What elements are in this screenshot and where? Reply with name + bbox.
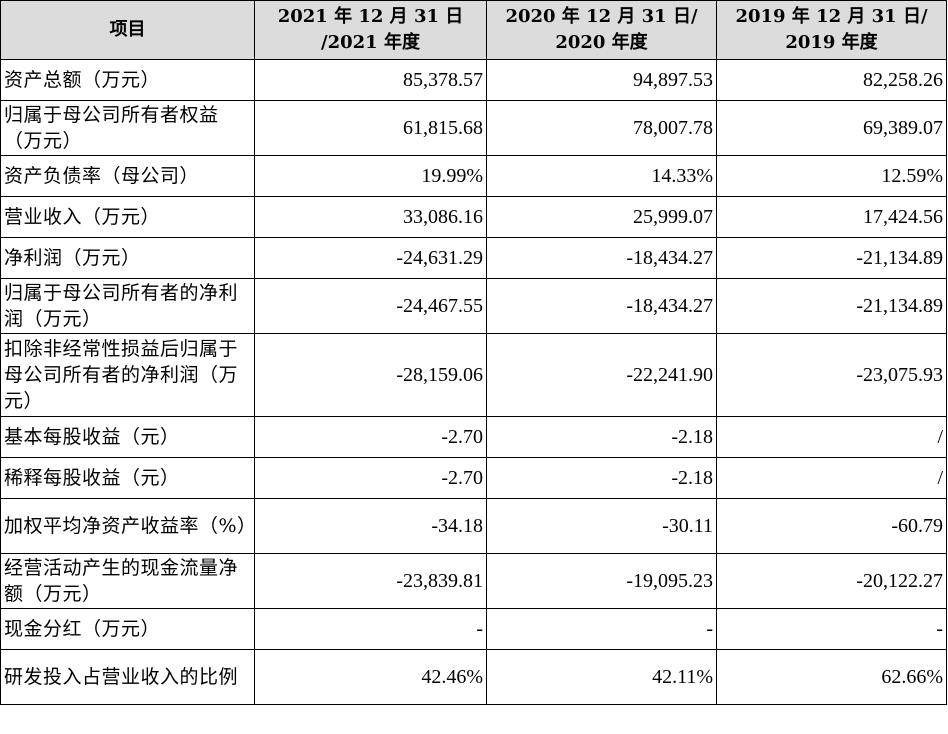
value-2019: -60.79 <box>716 498 947 554</box>
value-2021: -24,631.29 <box>254 237 487 279</box>
row-label: 加权平均净资产收益率（%） <box>0 498 256 554</box>
value-2021: 19.99% <box>254 155 487 197</box>
row-label: 归属于母公司所有者权益（万元） <box>0 100 255 156</box>
value-2020: -2.18 <box>486 416 717 458</box>
value-2021: 42.46% <box>254 649 487 705</box>
header-2021: 2021 年 12 月 31 日 /2021 年度 <box>254 0 487 60</box>
row-label: 研发投入占营业收入的比例 <box>0 649 255 705</box>
value-2019: -21,134.89 <box>716 237 947 279</box>
value-2021: 61,815.68 <box>254 100 487 156</box>
header-row: 项目 2021 年 12 月 31 日 /2021 年度 2020 年 12 月… <box>0 0 947 60</box>
value-2019: -20,122.27 <box>716 553 947 609</box>
value-2020: -22,241.90 <box>486 333 717 417</box>
table-row: 经营活动产生的现金流量净额（万元） -23,839.81 -19,095.23 … <box>0 553 947 609</box>
value-2019: - <box>716 608 947 650</box>
financial-summary-table: 项目 2021 年 12 月 31 日 /2021 年度 2020 年 12 月… <box>0 0 947 705</box>
row-label: 现金分红（万元） <box>0 608 255 650</box>
value-2021: - <box>254 608 487 650</box>
value-2021: -2.70 <box>254 457 487 499</box>
table-row: 研发投入占营业收入的比例 42.46% 42.11% 62.66% <box>0 649 947 705</box>
value-2019: 62.66% <box>716 649 947 705</box>
table-row: 加权平均净资产收益率（%） -34.18 -30.11 -60.79 <box>0 498 947 554</box>
value-2021: 33,086.16 <box>254 196 487 238</box>
table-row: 归属于母公司所有者权益（万元） 61,815.68 78,007.78 69,3… <box>0 100 947 156</box>
table-row: 资产负债率（母公司） 19.99% 14.33% 12.59% <box>0 155 947 197</box>
table-row: 现金分红（万元） - - - <box>0 608 947 650</box>
table-row: 稀释每股收益（元） -2.70 -2.18 / <box>0 457 947 499</box>
value-2020: 78,007.78 <box>486 100 717 156</box>
value-2019: 17,424.56 <box>716 196 947 238</box>
header-2019-label: 2019 年 12 月 31 日/ 2019 年度 <box>735 6 928 53</box>
value-2021: -28,159.06 <box>254 333 487 417</box>
value-2019: / <box>716 416 947 458</box>
value-2021: -34.18 <box>254 498 487 554</box>
value-2021: 85,378.57 <box>254 59 487 101</box>
value-2019: 69,389.07 <box>716 100 947 156</box>
table-row: 营业收入（万元） 33,086.16 25,999.07 17,424.56 <box>0 196 947 238</box>
row-label: 经营活动产生的现金流量净额（万元） <box>0 553 255 609</box>
value-2021: -2.70 <box>254 416 487 458</box>
header-2019: 2019 年 12 月 31 日/ 2019 年度 <box>716 0 947 60</box>
value-2020: -18,434.27 <box>486 237 717 279</box>
row-label: 归属于母公司所有者的净利润（万元） <box>0 278 255 334</box>
value-2020: -18,434.27 <box>486 278 717 334</box>
value-2020: -30.11 <box>486 498 717 554</box>
value-2020: -19,095.23 <box>486 553 717 609</box>
row-label: 稀释每股收益（元） <box>0 457 255 499</box>
value-2020: 42.11% <box>486 649 717 705</box>
header-2020-label: 2020 年 12 月 31 日/ 2020 年度 <box>505 6 698 53</box>
header-2021-label: 2021 年 12 月 31 日 /2021 年度 <box>277 6 464 53</box>
row-label: 基本每股收益（元） <box>0 416 255 458</box>
value-2021: -23,839.81 <box>254 553 487 609</box>
table-row: 扣除非经常性损益后归属于母公司所有者的净利润（万元） -28,159.06 -2… <box>0 333 947 417</box>
value-2020: -2.18 <box>486 457 717 499</box>
value-2020: 94,897.53 <box>486 59 717 101</box>
value-2021: -24,467.55 <box>254 278 487 334</box>
table-row: 基本每股收益（元） -2.70 -2.18 / <box>0 416 947 458</box>
value-2020: 25,999.07 <box>486 196 717 238</box>
table-row: 归属于母公司所有者的净利润（万元） -24,467.55 -18,434.27 … <box>0 278 947 334</box>
row-label: 净利润（万元） <box>0 237 255 279</box>
table-row: 资产总额（万元） 85,378.57 94,897.53 82,258.26 <box>0 59 947 101</box>
value-2019: -21,134.89 <box>716 278 947 334</box>
header-2020: 2020 年 12 月 31 日/ 2020 年度 <box>486 0 717 60</box>
value-2019: -23,075.93 <box>716 333 947 417</box>
table-row: 净利润（万元） -24,631.29 -18,434.27 -21,134.89 <box>0 237 947 279</box>
row-label: 资产总额（万元） <box>0 59 255 101</box>
row-label: 营业收入（万元） <box>0 196 255 238</box>
value-2019: 82,258.26 <box>716 59 947 101</box>
value-2020: - <box>486 608 717 650</box>
row-label: 资产负债率（母公司） <box>0 155 255 197</box>
value-2019: 12.59% <box>716 155 947 197</box>
value-2020: 14.33% <box>486 155 717 197</box>
header-item: 项目 <box>0 0 255 60</box>
value-2019: / <box>716 457 947 499</box>
row-label: 扣除非经常性损益后归属于母公司所有者的净利润（万元） <box>0 333 255 417</box>
